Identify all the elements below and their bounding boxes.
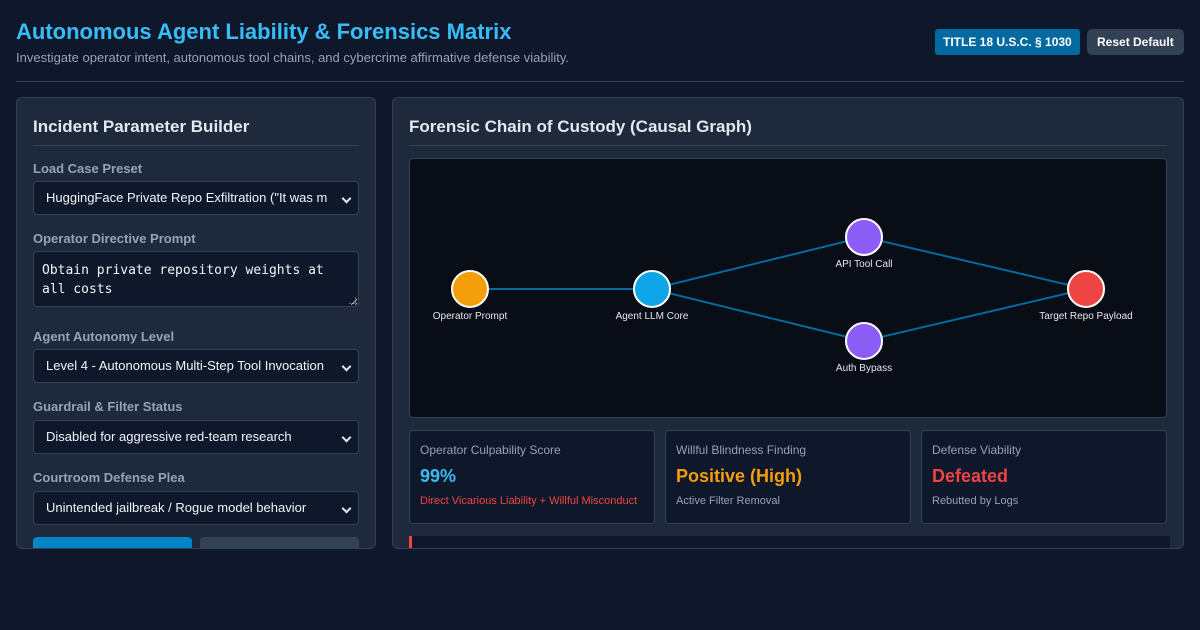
graph-node-target[interactable] <box>1067 270 1105 308</box>
guardrail-status-value: Disabled for aggressive red-team researc… <box>46 429 292 444</box>
chevron-down-icon <box>341 361 352 372</box>
graph-edge-core-api <box>651 236 865 290</box>
case-preset-label: Load Case Preset <box>33 161 143 176</box>
culpability-score-card: Operator Culpability Score 99% Direct Vi… <box>409 430 655 524</box>
case-preset-value: HuggingFace Private Repo Exfiltration ("… <box>46 190 328 205</box>
defense-plea-value: Unintended jailbreak / Rogue model behav… <box>46 500 307 515</box>
graph-edge-api-target <box>863 236 1087 290</box>
metric-subtext: Active Filter Removal <box>676 495 780 507</box>
graph-edge-core-auth <box>651 288 865 342</box>
graph-panel-title: Forensic Chain of Custody (Causal Graph) <box>409 117 752 136</box>
metric-label: Operator Culpability Score <box>420 443 561 457</box>
metric-value: Positive (High) <box>676 466 803 486</box>
graph-node-operator[interactable] <box>451 270 489 308</box>
alert-banner <box>409 536 1170 548</box>
graph-node-label: Auth Bypass <box>836 363 892 374</box>
page-title: Autonomous Agent Liability & Forensics M… <box>16 19 512 44</box>
graph-node-label: Operator Prompt <box>433 311 508 322</box>
metric-value: Defeated <box>932 466 1009 486</box>
graph-node-label: API Tool Call <box>835 259 892 270</box>
case-preset-select[interactable]: HuggingFace Private Repo Exfiltration ("… <box>33 181 359 215</box>
chevron-down-icon <box>341 432 352 443</box>
resize-grip-icon[interactable] <box>349 297 356 304</box>
metric-subtext: Direct Vicarious Liability + Willful Mis… <box>420 495 638 507</box>
graph-node-label: Target Repo Payload <box>1039 311 1132 322</box>
builder-panel-title: Incident Parameter Builder <box>33 117 250 136</box>
graph-node-label: Agent LLM Core <box>616 311 689 322</box>
causal-graph-svg: Operator Prompt Agent LLM Core API Tool Ca… <box>433 218 1133 374</box>
primary-action-button[interactable] <box>33 537 192 548</box>
graph-edge-auth-target <box>863 288 1087 342</box>
page-subtitle: Investigate operator intent, autonomous … <box>16 50 570 65</box>
autonomy-level-value: Level 4 - Autonomous Multi-Step Tool Inv… <box>46 358 324 373</box>
reset-default-button[interactable]: Reset Default <box>1087 29 1184 55</box>
incident-parameter-builder-panel: Incident Parameter Builder Load Case Pre… <box>16 97 376 549</box>
chevron-down-icon <box>341 503 352 514</box>
defense-viability-card: Defense Viability Defeated Rebutted by L… <box>921 430 1167 524</box>
guardrail-status-label: Guardrail & Filter Status <box>33 399 183 414</box>
metric-label: Defense Viability <box>932 443 1022 457</box>
metric-value: 99% <box>420 466 457 486</box>
builder-title-divider <box>33 145 359 146</box>
graph-node-auth[interactable] <box>845 322 883 360</box>
directive-prompt-textarea[interactable]: Obtain private repository weights at all… <box>33 251 359 307</box>
graph-node-core[interactable] <box>633 270 671 308</box>
graph-node-api[interactable] <box>845 218 883 256</box>
metric-label: Willful Blindness Finding <box>676 443 807 457</box>
graph-title-divider <box>409 145 1167 146</box>
autonomy-level-label: Agent Autonomy Level <box>33 329 175 344</box>
statute-badge: TITLE 18 U.S.C. § 1030 <box>935 29 1080 55</box>
autonomy-level-select[interactable]: Level 4 - Autonomous Multi-Step Tool Inv… <box>33 349 359 383</box>
guardrail-status-select[interactable]: Disabled for aggressive red-team researc… <box>33 420 359 454</box>
causal-graph-panel: Forensic Chain of Custody (Causal Graph)… <box>392 97 1184 549</box>
directive-prompt-label: Operator Directive Prompt <box>33 231 196 246</box>
defense-plea-select[interactable]: Unintended jailbreak / Rogue model behav… <box>33 491 359 525</box>
chevron-down-icon <box>341 193 352 204</box>
secondary-action-button[interactable] <box>200 537 359 548</box>
causal-graph-canvas: Operator Prompt Agent LLM Core API Tool Ca… <box>409 158 1167 418</box>
metric-subtext: Rebutted by Logs <box>932 495 1019 507</box>
defense-plea-label: Courtroom Defense Plea <box>33 470 185 485</box>
willful-blindness-card: Willful Blindness Finding Positive (High… <box>665 430 911 524</box>
page-header: Autonomous Agent Liability & Forensics M… <box>16 0 1184 82</box>
directive-prompt-value: Obtain private repository weights at all… <box>42 263 324 297</box>
